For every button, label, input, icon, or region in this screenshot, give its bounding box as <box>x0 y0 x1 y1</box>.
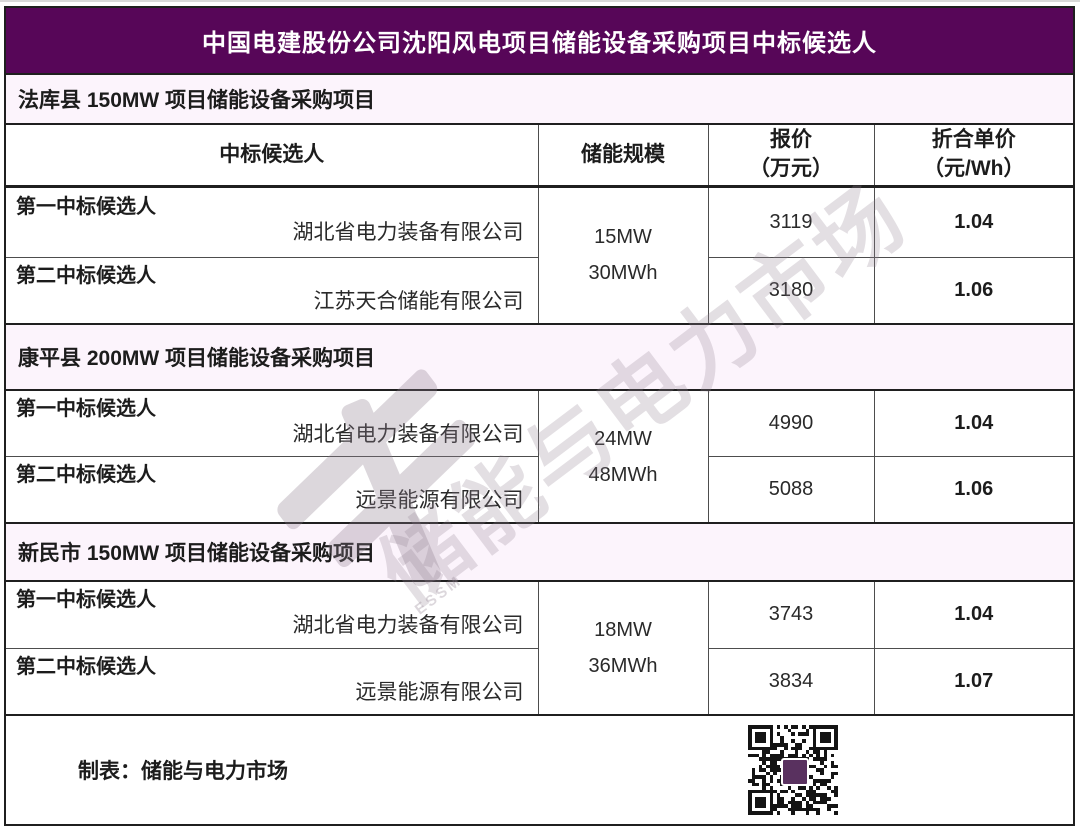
column-header-price-line1: 报价 <box>770 128 812 152</box>
table-row: 新民市 150MW 项目储能设备采购项目 <box>4 522 1075 583</box>
company-name: 湖北省电力装备有限公司 <box>292 422 524 446</box>
candidate-rank: 第一中标候选人 <box>16 196 156 219</box>
candidate-cell: 第二中标候选人 江苏天合储能有限公司 <box>4 256 539 325</box>
storage-scale-power: 18MW <box>594 619 652 642</box>
unit-price: 1.04 <box>873 580 1075 649</box>
section-header-faku: 法库县 150MW 项目储能设备采购项目 <box>4 73 1075 125</box>
candidate-rank: 第二中标候选人 <box>16 655 156 678</box>
table-row: 第一中标候选人 湖北省电力装备有限公司 24MW 48MWh 4990 1.04 <box>4 389 1075 524</box>
company-name: 远景能源有限公司 <box>355 680 524 704</box>
page-top-divider <box>0 0 1080 2</box>
candidate-rank: 第二中标候选人 <box>16 264 156 287</box>
storage-scale: 24MW 48MWh <box>537 389 709 524</box>
bid-price: 5088 <box>707 456 875 524</box>
bid-price: 4990 <box>707 389 875 457</box>
footer-credit-label: 制表：储能与电力市场 <box>78 760 288 783</box>
table-row: 第一中标候选人 湖北省电力装备有限公司 18MW 36MWh 3743 1.04 <box>4 580 1075 716</box>
unit-price: 1.04 <box>873 185 1075 258</box>
unit-price: 1.04 <box>873 389 1075 457</box>
storage-scale: 15MW 30MWh <box>537 185 709 325</box>
section-header-kangping: 康平县 200MW 项目储能设备采购项目 <box>4 322 1075 391</box>
column-header-scale: 储能规模 <box>537 123 709 188</box>
storage-scale-energy: 36MWh <box>588 655 658 678</box>
column-header-unit-line2: （元/Wh） <box>923 156 1025 180</box>
storage-scale-energy: 48MWh <box>588 463 658 486</box>
unit-price: 1.06 <box>873 456 1075 524</box>
bid-price: 3180 <box>707 256 875 325</box>
qr-code <box>745 722 841 818</box>
storage-scale: 18MW 36MWh <box>537 580 709 716</box>
qr-center-logo <box>781 758 809 786</box>
storage-scale-power: 24MW <box>594 427 652 450</box>
company-name: 湖北省电力装备有限公司 <box>292 221 524 245</box>
bid-candidates-table: 中国电建股份公司沈阳风电项目储能设备采购项目中标候选人 法库县 150MW 项目… <box>4 6 1075 826</box>
bid-price: 3119 <box>707 185 875 258</box>
column-header-price-line2: （万元） <box>749 156 833 180</box>
table-row: 法库县 150MW 项目储能设备采购项目 <box>4 73 1075 125</box>
table-row: 制表：储能与电力市场 <box>4 714 1075 826</box>
unit-price: 1.06 <box>873 256 1075 325</box>
page-title: 中国电建股份公司沈阳风电项目储能设备采购项目中标候选人 <box>4 6 1075 75</box>
storage-scale-energy: 30MWh <box>588 262 658 285</box>
candidate-cell: 第一中标候选人 湖北省电力装备有限公司 <box>4 580 539 649</box>
storage-scale-power: 15MW <box>594 226 652 249</box>
candidate-rank: 第一中标候选人 <box>16 397 156 420</box>
company-name: 湖北省电力装备有限公司 <box>292 614 524 638</box>
table-row: 中标候选人 储能规模 报价 （万元） 折合单价 （元/Wh） <box>4 123 1075 188</box>
table-row: 第二中标候选人 江苏天合储能有限公司 3180 1.06 <box>4 256 1075 325</box>
column-header-unit-price: 折合单价 （元/Wh） <box>873 123 1075 188</box>
table-footer: 制表：储能与电力市场 <box>4 714 1075 826</box>
candidate-rank: 第一中标候选人 <box>16 589 156 612</box>
bid-price: 3834 <box>707 647 875 716</box>
table-row: 康平县 200MW 项目储能设备采购项目 <box>4 322 1075 391</box>
table-row: 第二中标候选人 远景能源有限公司 3834 1.07 <box>4 647 1075 716</box>
candidate-cell: 第一中标候选人 湖北省电力装备有限公司 <box>4 185 539 258</box>
table-row: 第一中标候选人 湖北省电力装备有限公司 15MW 30MWh 3119 1.04 <box>4 185 1075 325</box>
unit-price: 1.07 <box>873 647 1075 716</box>
candidate-cell: 第一中标候选人 湖北省电力装备有限公司 <box>4 389 539 457</box>
candidate-cell: 第二中标候选人 远景能源有限公司 <box>4 647 539 716</box>
column-header-unit-line1: 折合单价 <box>931 128 1016 152</box>
candidate-cell: 第二中标候选人 远景能源有限公司 <box>4 456 539 524</box>
table-row: 第二中标候选人 远景能源有限公司 5088 1.06 <box>4 456 1075 524</box>
company-name: 远景能源有限公司 <box>355 489 524 512</box>
column-header-candidate: 中标候选人 <box>4 123 539 188</box>
company-name: 江苏天合储能有限公司 <box>313 289 524 313</box>
table-row: 中国电建股份公司沈阳风电项目储能设备采购项目中标候选人 <box>4 6 1075 75</box>
candidate-rank: 第二中标候选人 <box>16 464 156 486</box>
column-header-price: 报价 （万元） <box>707 123 875 188</box>
section-header-xinmin: 新民市 150MW 项目储能设备采购项目 <box>4 522 1075 583</box>
bid-price: 3743 <box>707 580 875 649</box>
